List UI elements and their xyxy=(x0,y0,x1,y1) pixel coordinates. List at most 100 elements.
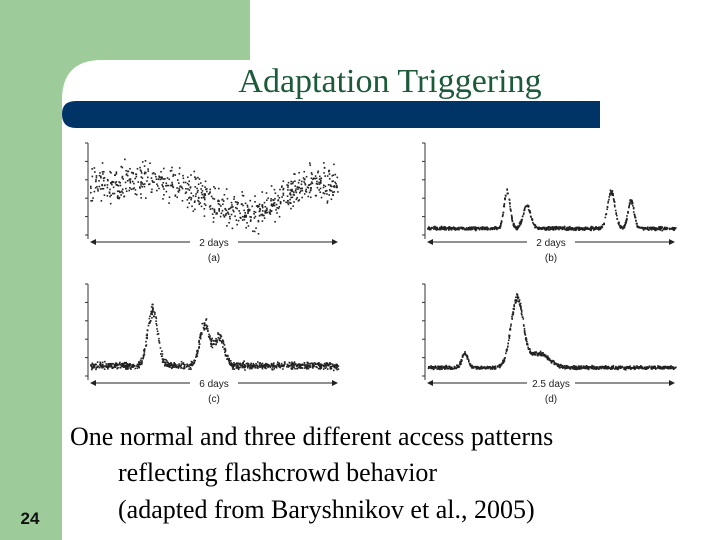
dot xyxy=(190,192,193,195)
dot xyxy=(204,186,206,188)
dot xyxy=(109,365,112,368)
dot xyxy=(233,198,235,200)
dot xyxy=(435,366,438,369)
dot xyxy=(242,361,244,364)
dot xyxy=(585,364,588,367)
dot xyxy=(591,364,593,367)
dot xyxy=(289,192,292,194)
dot xyxy=(454,227,456,229)
dot xyxy=(299,191,301,194)
dot xyxy=(152,310,155,313)
dot xyxy=(452,226,455,228)
dot xyxy=(310,186,312,189)
dot xyxy=(160,353,162,355)
dot xyxy=(293,361,296,363)
dot xyxy=(551,227,554,230)
dot xyxy=(275,203,278,206)
dot xyxy=(155,178,158,181)
dot xyxy=(335,184,338,187)
dot xyxy=(238,366,241,369)
dot xyxy=(496,365,499,368)
dot xyxy=(296,367,298,370)
dot xyxy=(598,367,600,370)
dot xyxy=(265,211,267,214)
dot xyxy=(257,367,259,369)
dot xyxy=(228,363,231,365)
dot xyxy=(282,364,284,366)
dot xyxy=(322,368,325,370)
dot xyxy=(625,221,628,223)
dot xyxy=(170,184,173,187)
dot xyxy=(545,226,548,229)
dot xyxy=(460,360,463,362)
dot xyxy=(332,185,335,188)
dot xyxy=(575,368,577,370)
dot xyxy=(273,204,276,207)
dot xyxy=(195,177,197,180)
dot xyxy=(617,368,619,371)
dot xyxy=(106,365,109,368)
dot xyxy=(332,369,335,372)
dot xyxy=(329,362,331,364)
dot xyxy=(301,187,304,190)
dot xyxy=(188,364,191,366)
dot xyxy=(218,207,221,210)
dot xyxy=(100,200,103,202)
dot xyxy=(172,173,175,176)
dot xyxy=(218,200,220,202)
dot xyxy=(323,172,325,174)
dot xyxy=(99,363,101,366)
dot xyxy=(198,178,201,180)
dot xyxy=(303,178,306,181)
dot xyxy=(625,367,627,370)
dot xyxy=(213,186,215,188)
dot xyxy=(476,367,479,369)
dot xyxy=(115,362,118,365)
dot xyxy=(564,365,566,367)
dot xyxy=(598,366,600,368)
dot xyxy=(202,327,205,329)
dot xyxy=(510,209,512,212)
dot xyxy=(261,367,264,370)
dot xyxy=(212,221,215,223)
dot xyxy=(323,184,325,187)
dot xyxy=(573,227,576,229)
dot xyxy=(115,172,118,175)
dot xyxy=(617,222,620,225)
dot xyxy=(546,355,549,358)
dot xyxy=(484,227,487,229)
dot xyxy=(106,184,109,186)
dot xyxy=(118,181,120,183)
dot xyxy=(297,181,300,184)
dot xyxy=(293,191,295,194)
dot xyxy=(667,367,670,370)
dot xyxy=(448,229,450,231)
dot xyxy=(257,232,260,235)
dot xyxy=(640,226,643,229)
dot xyxy=(306,366,309,369)
dot xyxy=(498,226,501,229)
dot xyxy=(645,228,648,230)
dot xyxy=(584,365,587,368)
dot xyxy=(137,181,140,183)
dot xyxy=(516,296,519,298)
dot xyxy=(118,363,121,366)
dot xyxy=(499,363,502,366)
dot xyxy=(450,367,453,369)
dot xyxy=(580,365,583,367)
dot xyxy=(496,228,498,231)
dot xyxy=(648,227,651,229)
dot xyxy=(469,363,472,365)
dot xyxy=(603,223,605,226)
dot xyxy=(558,364,560,367)
dot xyxy=(636,223,638,225)
dot xyxy=(587,368,590,371)
dot xyxy=(300,367,302,369)
dot xyxy=(110,363,113,366)
dot xyxy=(671,367,673,369)
dot xyxy=(578,367,581,370)
dot xyxy=(198,341,200,343)
dot xyxy=(129,187,131,189)
dot xyxy=(139,363,142,366)
dot xyxy=(179,185,182,187)
